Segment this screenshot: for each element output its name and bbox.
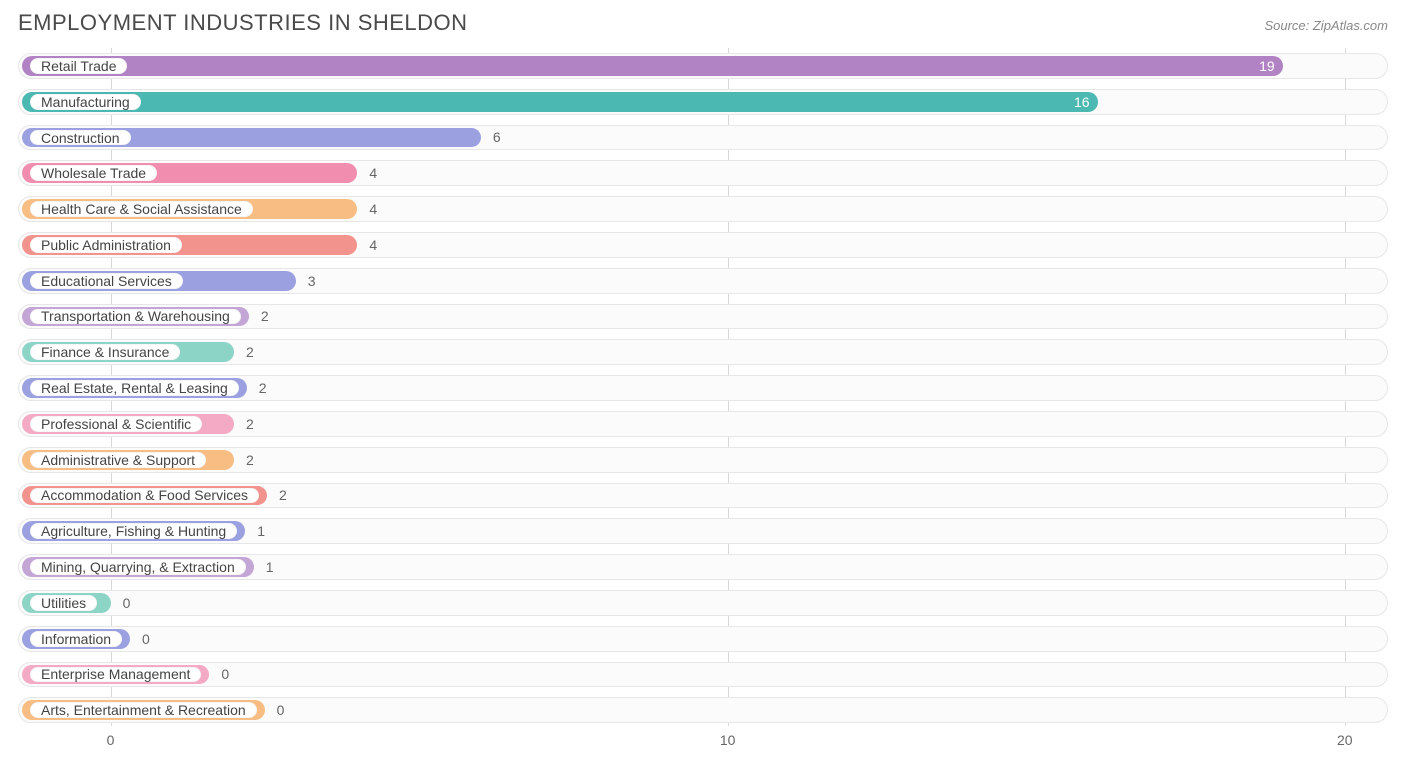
bar-value: 2	[240, 334, 260, 370]
chart-header: EMPLOYMENT INDUSTRIES IN SHELDON Source:…	[18, 10, 1388, 36]
chart-source: Source: ZipAtlas.com	[1264, 18, 1388, 33]
bar-value: 2	[253, 370, 273, 406]
bar-value: 6	[487, 120, 507, 156]
bar-label-pill: Educational Services	[30, 273, 183, 289]
bar-value: 2	[240, 406, 260, 442]
bar-value: 4	[363, 227, 383, 263]
bar-value: 1	[260, 549, 280, 585]
bar-label-pill: Agriculture, Fishing & Hunting	[30, 523, 237, 539]
axis-layer: 01020	[18, 48, 1388, 748]
bar-label-pill: Arts, Entertainment & Recreation	[30, 702, 257, 718]
bar-label-pill: Wholesale Trade	[30, 165, 157, 181]
bar-label-pill: Finance & Insurance	[30, 344, 180, 360]
bar-value: 4	[363, 191, 383, 227]
bar-value: 19	[1253, 48, 1281, 84]
bar-label-pill: Real Estate, Rental & Leasing	[30, 380, 239, 396]
bar-value: 4	[363, 155, 383, 191]
bar-value: 2	[240, 442, 260, 478]
bar-label-pill: Information	[30, 631, 122, 647]
bar-value: 2	[255, 299, 275, 335]
axis-tick-label: 10	[720, 732, 736, 748]
bar-value: 16	[1068, 84, 1096, 120]
bar-value: 1	[251, 513, 271, 549]
bar-label-pill: Transportation & Warehousing	[30, 309, 241, 325]
bar-label-pill: Utilities	[30, 595, 97, 611]
bar-label-pill: Manufacturing	[30, 94, 141, 110]
chart-title: EMPLOYMENT INDUSTRIES IN SHELDON	[18, 10, 468, 36]
bar-value: 0	[136, 621, 156, 657]
bar-label-pill: Mining, Quarrying, & Extraction	[30, 559, 246, 575]
bar-label-pill: Health Care & Social Assistance	[30, 201, 253, 217]
chart-area: Retail Trade19Manufacturing16Constructio…	[18, 48, 1388, 748]
source-name: ZipAtlas.com	[1313, 18, 1388, 33]
bar-value: 0	[271, 692, 291, 728]
bar-value: 3	[302, 263, 322, 299]
axis-tick-label: 0	[107, 732, 115, 748]
bar-label-pill: Construction	[30, 130, 131, 146]
bar-label-pill: Public Administration	[30, 237, 182, 253]
source-prefix: Source:	[1264, 18, 1312, 33]
bar-label-pill: Accommodation & Food Services	[30, 488, 259, 504]
bar-value: 2	[273, 478, 293, 514]
bar-label-pill: Retail Trade	[30, 58, 127, 74]
axis-tick-label: 20	[1337, 732, 1353, 748]
bar-value: 0	[215, 657, 235, 693]
bar-label-pill: Enterprise Management	[30, 667, 201, 683]
bar-value: 0	[117, 585, 137, 621]
bar-label-pill: Professional & Scientific	[30, 416, 202, 432]
bar-label-pill: Administrative & Support	[30, 452, 206, 468]
